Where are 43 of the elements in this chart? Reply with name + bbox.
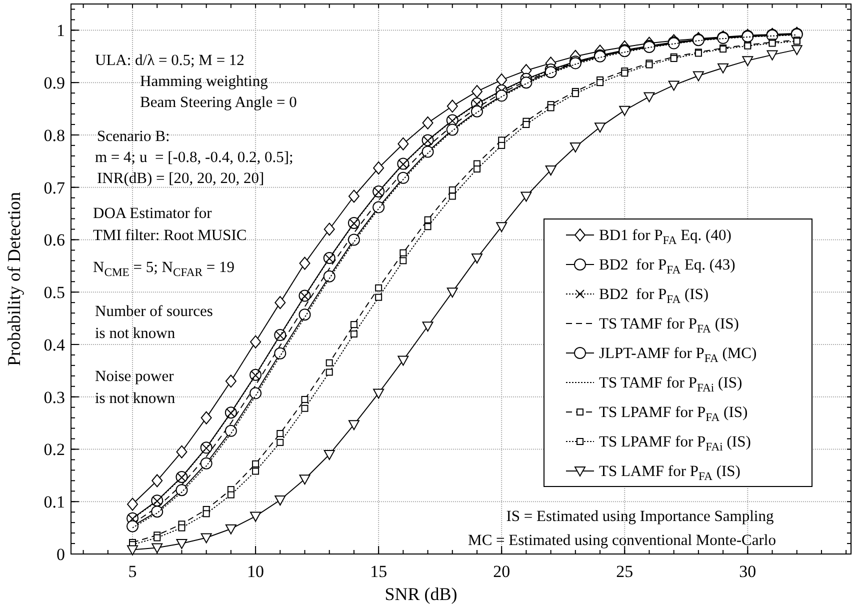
annotation: DOA Estimator for (93, 205, 213, 222)
annotation: Scenario B: (97, 128, 170, 145)
annotation: Number of sources (95, 303, 213, 320)
annotation: is not known (95, 325, 176, 342)
y-tick-label: 0.9 (44, 74, 65, 93)
annotation: IS = Estimated using Importance Sampling (506, 508, 774, 525)
legend-label: TS LPAMF for P$_{FA}$ (IS) (599, 404, 748, 424)
y-tick-label: 0.7 (44, 178, 66, 198)
legend-label: TS TAMF for P$_{FAi}$ (IS) (599, 374, 742, 394)
y-tick-label: 0.3 (44, 388, 65, 407)
annotation: Noise power (95, 368, 175, 385)
annotation: MC = Estimated using conventional Monte-Carlo (468, 532, 776, 549)
annotation: ULA: d/λ = 0.5; M = 12 (95, 52, 244, 69)
y-tick-label: 0.5 (44, 283, 65, 302)
x-axis-title: SNR (dB) (384, 584, 458, 604)
x-tick-label: 25 (616, 562, 634, 581)
legend-label: TS TAMF for P$_{FA}$ (IS) (599, 316, 739, 336)
annotation: is not known (95, 390, 176, 407)
x-tick-label: 10 (247, 562, 264, 581)
x-tick-label: 15 (370, 562, 388, 581)
annotation: N$_{CME}$ = 5; N$_{CFAR}$ = 19 (93, 259, 235, 279)
legend-label: BD1 for P$_{FA}$ Eq. (40) (599, 227, 732, 247)
annotation: INR(dB) = [20, 20, 20, 20] (97, 170, 264, 187)
legend-label: BD2 for P$_{FA}$ (IS) (599, 286, 709, 306)
y-tick-label: 0.1 (44, 492, 65, 512)
annotation: Beam Steering Angle = 0 (140, 94, 298, 111)
annotation: Hamming weighting (140, 73, 268, 90)
y-tick-label: 0.8 (44, 126, 65, 145)
x-tick-label: 5 (128, 562, 137, 581)
legend-label: JLPT-AMF for P$_{FA}$ (MC) (599, 345, 757, 365)
legend-label: TS LAMF for P$_{FA}$ (IS) (599, 463, 740, 483)
y-tick-label: 1 (56, 21, 65, 40)
y-tick-label: 0 (56, 545, 65, 564)
y-tick-label: 0.4 (44, 335, 66, 354)
x-tick-label: 30 (739, 562, 756, 581)
annotation: TMI filter: Root MUSIC (93, 227, 247, 244)
legend-label: TS LPAMF for P$_{FAi}$ (IS) (599, 434, 751, 454)
annotation: m = 4; u = [-0.8, -0.4, 0.2, 0.5]; (95, 149, 294, 166)
y-tick-label: 0.6 (44, 230, 65, 250)
legend-label: BD2 for P$_{FA}$ Eq. (43) (599, 256, 736, 276)
y-axis-title: Probability of Detection (4, 192, 24, 366)
y-tick-label: 0.2 (44, 440, 65, 460)
x-tick-label: 20 (493, 562, 510, 581)
